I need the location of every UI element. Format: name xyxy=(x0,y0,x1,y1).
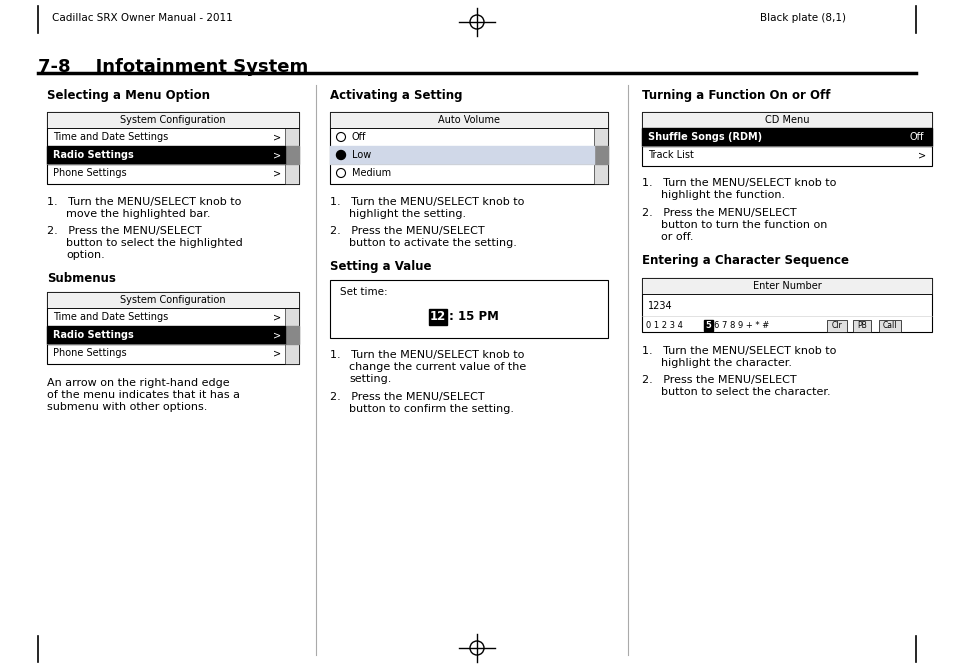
Text: Time and Date Settings: Time and Date Settings xyxy=(53,132,168,142)
Text: >: > xyxy=(273,150,281,160)
Text: Selecting a Menu Option: Selecting a Menu Option xyxy=(47,88,210,102)
Text: Clr: Clr xyxy=(831,321,841,329)
Text: Track List: Track List xyxy=(647,150,693,160)
Bar xyxy=(594,128,607,184)
Text: or off.: or off. xyxy=(660,232,693,242)
Text: >: > xyxy=(273,348,281,358)
Bar xyxy=(429,309,447,325)
Text: Entering a Character Sequence: Entering a Character Sequence xyxy=(641,254,848,267)
Text: Phone Settings: Phone Settings xyxy=(53,168,127,178)
Text: Shuffle Songs (RDM): Shuffle Songs (RDM) xyxy=(647,132,761,142)
Bar xyxy=(641,128,931,146)
Text: highlight the function.: highlight the function. xyxy=(660,190,784,200)
Bar xyxy=(330,280,607,338)
Text: button to confirm the setting.: button to confirm the setting. xyxy=(349,404,514,414)
Text: submenu with other options.: submenu with other options. xyxy=(47,402,207,412)
Bar xyxy=(330,112,607,184)
Bar xyxy=(641,112,931,166)
Bar xyxy=(47,292,298,364)
Text: Low: Low xyxy=(352,150,371,160)
Text: 2.   Press the MENU/SELECT: 2. Press the MENU/SELECT xyxy=(641,375,796,385)
Bar xyxy=(285,128,298,184)
Text: option.: option. xyxy=(66,250,105,260)
Text: 5: 5 xyxy=(705,321,711,329)
Text: Phone Settings: Phone Settings xyxy=(53,348,127,358)
Text: move the highlighted bar.: move the highlighted bar. xyxy=(66,209,211,219)
Text: Radio Settings: Radio Settings xyxy=(53,150,133,160)
Text: 2.   Press the MENU/SELECT: 2. Press the MENU/SELECT xyxy=(641,208,796,218)
Text: 6 7 8 9 + * #: 6 7 8 9 + * # xyxy=(713,321,768,329)
Bar xyxy=(878,320,900,332)
Text: Black plate (8,1): Black plate (8,1) xyxy=(760,13,845,23)
Text: 1.   Turn the MENU/SELECT knob to: 1. Turn the MENU/SELECT knob to xyxy=(47,197,241,207)
Text: 1234: 1234 xyxy=(647,301,672,311)
Text: of the menu indicates that it has a: of the menu indicates that it has a xyxy=(47,390,240,400)
Bar xyxy=(641,278,931,332)
Text: >: > xyxy=(273,312,281,322)
Text: 1.   Turn the MENU/SELECT knob to: 1. Turn the MENU/SELECT knob to xyxy=(330,350,524,360)
Bar xyxy=(47,112,298,128)
Text: 1.   Turn the MENU/SELECT knob to: 1. Turn the MENU/SELECT knob to xyxy=(641,346,836,356)
Bar xyxy=(285,308,298,364)
Text: 2.   Press the MENU/SELECT: 2. Press the MENU/SELECT xyxy=(47,226,201,236)
Text: : 15 PM: : 15 PM xyxy=(449,309,498,323)
Text: 2.   Press the MENU/SELECT: 2. Press the MENU/SELECT xyxy=(330,392,484,402)
Text: button to turn the function on: button to turn the function on xyxy=(660,220,826,230)
Circle shape xyxy=(336,150,345,160)
Text: highlight the setting.: highlight the setting. xyxy=(349,209,466,219)
Text: 0 1 2 3 4: 0 1 2 3 4 xyxy=(645,321,682,329)
Text: Off: Off xyxy=(352,132,366,142)
Text: 7-8    Infotainment System: 7-8 Infotainment System xyxy=(38,58,308,76)
Text: Submenus: Submenus xyxy=(47,272,115,285)
Text: System Configuration: System Configuration xyxy=(120,295,226,305)
Text: System Configuration: System Configuration xyxy=(120,115,226,125)
Text: 12: 12 xyxy=(430,309,446,323)
Text: 1.   Turn the MENU/SELECT knob to: 1. Turn the MENU/SELECT knob to xyxy=(330,197,524,207)
Text: button to select the highlighted: button to select the highlighted xyxy=(66,238,242,248)
Text: CD Menu: CD Menu xyxy=(764,115,808,125)
Text: button to select the character.: button to select the character. xyxy=(660,387,830,397)
Text: change the current value of the: change the current value of the xyxy=(349,362,526,372)
Text: Cadillac SRX Owner Manual - 2011: Cadillac SRX Owner Manual - 2011 xyxy=(52,13,233,23)
Text: Auto Volume: Auto Volume xyxy=(437,115,499,125)
Text: >: > xyxy=(917,150,925,160)
Bar xyxy=(285,146,298,164)
Bar xyxy=(594,146,607,164)
Text: highlight the character.: highlight the character. xyxy=(660,358,791,368)
Text: An arrow on the right-hand edge: An arrow on the right-hand edge xyxy=(47,378,230,388)
Text: button to activate the setting.: button to activate the setting. xyxy=(349,238,517,248)
Text: Setting a Value: Setting a Value xyxy=(330,260,431,273)
Text: PB: PB xyxy=(856,321,866,329)
Bar xyxy=(330,146,594,164)
Text: >: > xyxy=(273,132,281,142)
Bar xyxy=(47,292,298,308)
Text: >: > xyxy=(273,330,281,340)
Text: >: > xyxy=(273,168,281,178)
Text: Off: Off xyxy=(909,132,923,142)
Bar xyxy=(641,112,931,128)
Bar xyxy=(47,146,285,164)
Text: 2.   Press the MENU/SELECT: 2. Press the MENU/SELECT xyxy=(330,226,484,236)
Text: Radio Settings: Radio Settings xyxy=(53,330,133,340)
Bar xyxy=(641,278,931,294)
Bar xyxy=(47,326,285,344)
Text: 1.   Turn the MENU/SELECT knob to: 1. Turn the MENU/SELECT knob to xyxy=(641,178,836,188)
Bar xyxy=(826,320,846,332)
Bar xyxy=(285,326,298,344)
Text: Time and Date Settings: Time and Date Settings xyxy=(53,312,168,322)
Text: setting.: setting. xyxy=(349,374,391,384)
Text: Turning a Function On or Off: Turning a Function On or Off xyxy=(641,88,830,102)
Text: Set time:: Set time: xyxy=(339,287,387,297)
Bar xyxy=(703,320,712,331)
Text: Activating a Setting: Activating a Setting xyxy=(330,88,462,102)
Bar xyxy=(852,320,870,332)
Text: Enter Number: Enter Number xyxy=(752,281,821,291)
Text: Medium: Medium xyxy=(352,168,391,178)
Text: Call: Call xyxy=(882,321,897,329)
Bar xyxy=(47,112,298,184)
Bar xyxy=(330,112,607,128)
